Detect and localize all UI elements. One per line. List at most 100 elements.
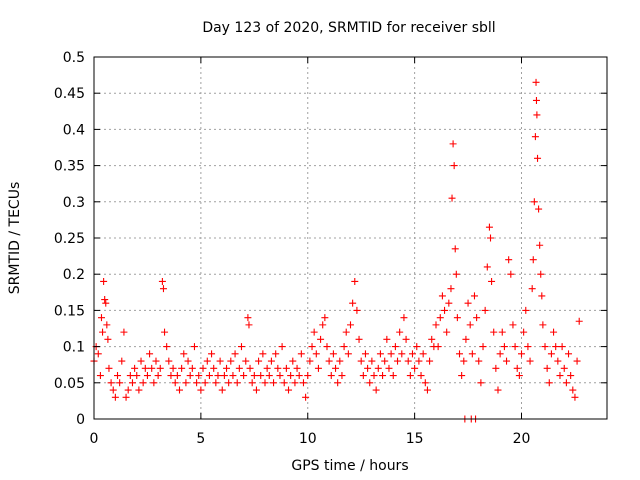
data-point <box>148 364 156 372</box>
data-point <box>314 364 322 372</box>
x-tick-label: 5 <box>196 431 205 447</box>
data-point <box>163 343 171 351</box>
data-point <box>180 350 188 358</box>
data-point <box>285 386 293 394</box>
data-point <box>137 357 145 365</box>
data-point <box>289 357 297 365</box>
data-point <box>496 350 504 358</box>
data-point <box>231 350 239 358</box>
data-point <box>210 364 218 372</box>
data-point <box>460 357 468 365</box>
data-point <box>242 357 250 365</box>
data-point <box>376 350 384 358</box>
data-point <box>102 299 110 307</box>
data-point <box>133 372 141 380</box>
data-point <box>536 241 544 249</box>
data-point <box>528 285 536 293</box>
data-point <box>436 314 444 322</box>
x-axis-label: GPS time / hours <box>291 458 408 474</box>
data-point <box>255 357 263 365</box>
data-point <box>154 372 162 380</box>
data-point <box>453 314 461 322</box>
data-point <box>451 245 459 253</box>
data-point <box>541 343 549 351</box>
data-point <box>534 154 542 162</box>
data-point <box>456 350 464 358</box>
data-point <box>334 379 342 387</box>
data-point <box>128 379 136 387</box>
data-point <box>545 379 553 387</box>
data-point <box>387 350 395 358</box>
data-point <box>513 364 521 372</box>
data-point <box>135 386 143 394</box>
data-point <box>201 379 209 387</box>
data-point <box>139 379 147 387</box>
data-point <box>109 386 117 394</box>
data-point <box>233 379 241 387</box>
data-point <box>182 379 190 387</box>
data-point <box>441 306 449 314</box>
data-point <box>101 296 109 304</box>
data-point <box>470 292 478 300</box>
data-point <box>554 357 562 365</box>
data-point <box>533 111 541 119</box>
data-point <box>131 364 139 372</box>
data-point <box>161 328 169 336</box>
data-point <box>342 328 350 336</box>
data-point <box>426 357 434 365</box>
y-tick-label: 0.1 <box>63 340 85 356</box>
data-point <box>389 372 397 380</box>
data-point <box>116 379 124 387</box>
data-point <box>143 372 151 380</box>
data-point <box>355 335 363 343</box>
data-point <box>448 194 456 202</box>
data-point <box>250 372 258 380</box>
data-point <box>265 372 273 380</box>
data-point <box>252 386 260 394</box>
data-point <box>413 343 421 351</box>
data-point <box>167 372 175 380</box>
data-point <box>282 364 290 372</box>
data-point <box>99 328 107 336</box>
data-point <box>462 335 470 343</box>
data-point <box>293 364 301 372</box>
data-point <box>347 321 354 329</box>
data-point <box>336 357 344 365</box>
data-point <box>205 372 213 380</box>
data-point <box>261 379 269 387</box>
data-point <box>518 350 525 358</box>
data-point <box>530 198 538 206</box>
data-point <box>321 314 329 322</box>
data-point <box>359 372 367 380</box>
data-point <box>552 343 560 351</box>
data-point <box>370 372 378 380</box>
data-point <box>479 343 487 351</box>
data-point <box>488 277 496 285</box>
data-point <box>421 379 429 387</box>
data-point <box>438 292 446 300</box>
data-point <box>97 314 105 322</box>
data-point <box>344 350 352 358</box>
data-point <box>118 357 126 365</box>
data-point <box>498 328 506 336</box>
data-point <box>396 328 404 336</box>
data-point <box>571 393 579 401</box>
y-tick-label: 0.15 <box>54 303 85 319</box>
data-point <box>490 328 498 336</box>
data-point <box>500 343 508 351</box>
data-point <box>223 364 231 372</box>
data-point <box>364 364 372 372</box>
x-tick-label: 15 <box>406 431 424 447</box>
y-tick-label: 0.4 <box>63 122 85 138</box>
data-point <box>176 386 183 394</box>
data-point <box>539 321 547 329</box>
data-point <box>558 343 566 351</box>
data-point <box>423 386 431 394</box>
data-point <box>263 364 271 372</box>
data-point <box>408 350 416 358</box>
x-tick-label: 0 <box>90 431 99 447</box>
data-point <box>100 277 108 285</box>
data-point <box>146 350 154 358</box>
data-point <box>565 350 573 358</box>
